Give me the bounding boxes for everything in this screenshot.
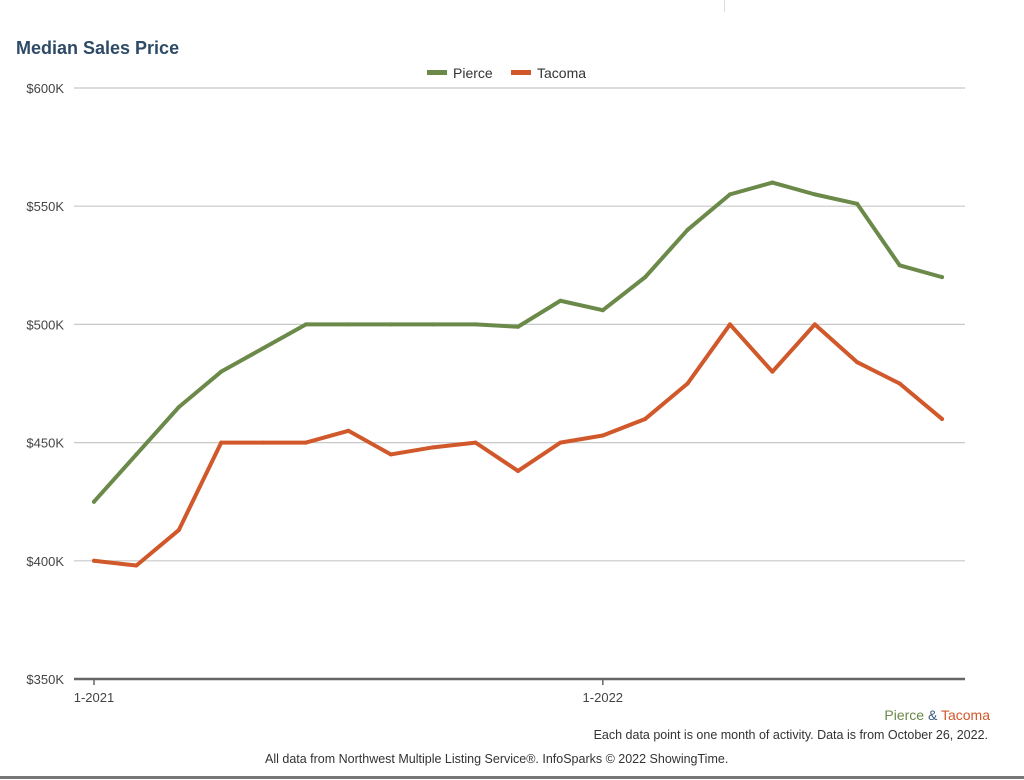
- series-line-pierce: [92, 180, 944, 504]
- data-point-tacoma: [728, 322, 732, 327]
- data-point-tacoma: [516, 468, 520, 473]
- x-tick-label: 1-2021: [74, 690, 114, 705]
- series-line-tacoma: [92, 322, 944, 568]
- data-point-tacoma: [897, 381, 902, 386]
- data-point-pierce: [897, 263, 902, 268]
- data-point-pierce: [770, 180, 775, 185]
- y-tick-label: $550K: [26, 199, 64, 214]
- data-point-tacoma: [473, 440, 478, 445]
- attribution-amp: &: [927, 707, 938, 723]
- data-point-pierce: [516, 324, 520, 329]
- data-point-tacoma: [431, 445, 436, 450]
- data-point-tacoma: [176, 528, 181, 533]
- data-point-pierce: [558, 298, 563, 303]
- data-point-pierce: [388, 322, 393, 327]
- y-tick-label: $500K: [26, 317, 64, 332]
- legend-swatch-tacoma: [511, 70, 531, 75]
- data-point-tacoma: [92, 558, 96, 563]
- attribution-pierce: Pierce: [884, 707, 925, 723]
- x-tick-label: 1-2022: [583, 690, 623, 705]
- data-point-tacoma: [261, 440, 266, 445]
- divider: [724, 0, 725, 12]
- data-point-pierce: [812, 192, 817, 197]
- footer-credit: All data from Northwest Multiple Listing…: [265, 752, 729, 766]
- data-point-pierce: [219, 369, 224, 374]
- data-point-pierce: [304, 322, 308, 327]
- y-tick-label: $400K: [26, 554, 64, 569]
- data-point-pierce: [728, 192, 732, 197]
- data-point-pierce: [940, 275, 944, 280]
- data-point-tacoma: [388, 452, 393, 457]
- data-point-pierce: [134, 452, 139, 457]
- data-point-tacoma: [134, 563, 139, 568]
- data-point-tacoma: [685, 381, 690, 386]
- y-tick-label: $350K: [26, 672, 64, 687]
- data-point-tacoma: [770, 369, 775, 374]
- legend-label-tacoma: Tacoma: [537, 65, 586, 81]
- divider: [0, 776, 1024, 779]
- data-point-pierce: [92, 499, 96, 504]
- data-point-tacoma: [558, 440, 563, 445]
- data-point-pierce: [473, 322, 478, 327]
- attribution: Pierce & Tacoma: [884, 707, 990, 723]
- data-point-pierce: [643, 275, 648, 280]
- chart-title: Median Sales Price: [16, 38, 180, 58]
- data-point-tacoma: [643, 416, 648, 421]
- data-point-tacoma: [304, 440, 308, 445]
- data-point-pierce: [176, 405, 181, 410]
- data-point-tacoma: [855, 360, 860, 365]
- data-point-pierce: [600, 308, 605, 313]
- legend-swatch-pierce: [427, 70, 447, 75]
- data-note: Each data point is one month of activity…: [593, 728, 988, 742]
- data-point-tacoma: [812, 322, 817, 327]
- data-point-pierce: [346, 322, 351, 327]
- data-point-tacoma: [940, 416, 944, 421]
- data-point-pierce: [685, 227, 690, 232]
- data-point-tacoma: [346, 428, 351, 433]
- data-point-pierce: [431, 322, 436, 327]
- data-point-tacoma: [219, 440, 224, 445]
- data-point-pierce: [261, 346, 266, 351]
- y-tick-label: $450K: [26, 436, 64, 451]
- attribution-tacoma: Tacoma: [940, 707, 990, 723]
- y-tick-label: $600K: [26, 81, 64, 96]
- data-point-tacoma: [600, 433, 605, 438]
- legend-label-pierce: Pierce: [453, 65, 493, 81]
- data-point-pierce: [855, 201, 860, 206]
